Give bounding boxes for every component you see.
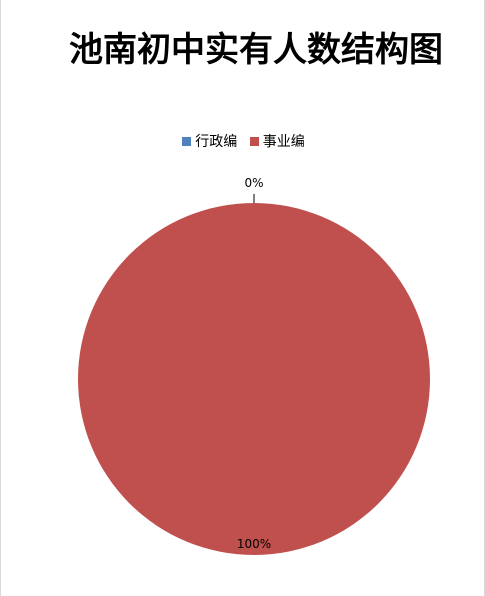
pie-slice-1 xyxy=(78,203,430,555)
data-label-0: 0% xyxy=(244,176,263,190)
legend-item-admin: 行政编 xyxy=(182,131,237,151)
legend-swatch-institution xyxy=(249,136,259,146)
data-label-1: 100% xyxy=(237,537,271,551)
legend-label-admin: 行政编 xyxy=(195,134,238,150)
legend-label-institution: 事业编 xyxy=(262,134,305,150)
legend-swatch-admin xyxy=(182,136,192,146)
legend: 行政编 事业编 xyxy=(1,131,485,151)
legend-item-institution: 事业编 xyxy=(249,131,305,151)
chart-title: 池南初中实有人数结构图 xyxy=(69,30,443,70)
